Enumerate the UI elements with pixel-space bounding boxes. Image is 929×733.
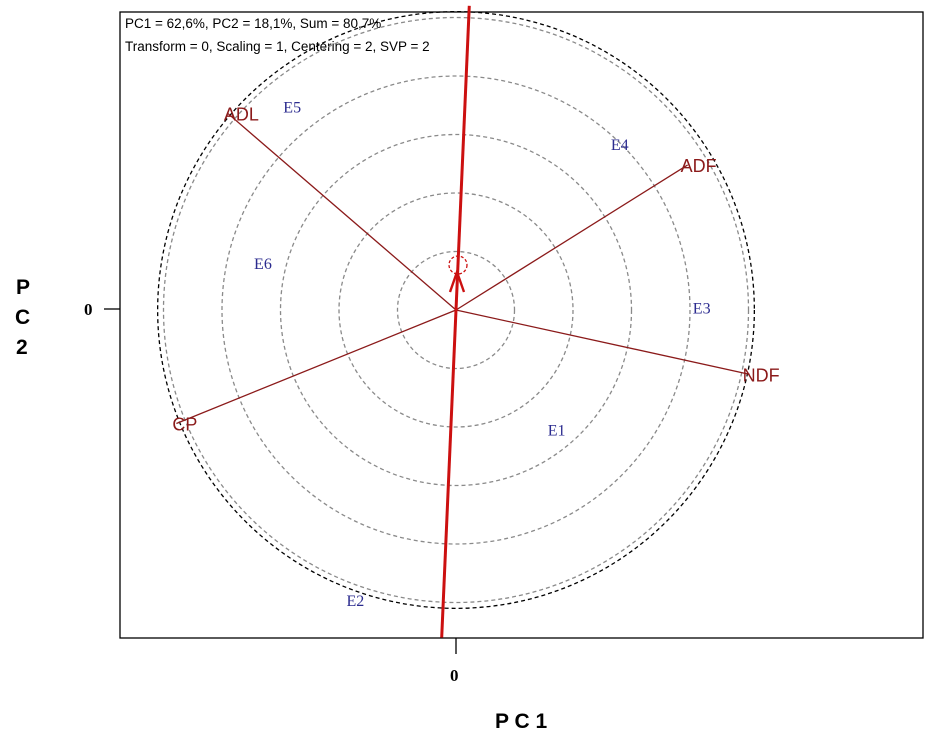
average-axis-arrowhead: [448, 268, 466, 293]
environment-points: E5 E4 E6 E3 E1 E2: [254, 99, 711, 610]
info-line-1: PC1 = 62,6%, PC2 = 18,1%, Sum = 80,7%: [125, 16, 381, 31]
outer-circle: [156, 10, 756, 610]
ring-1: [396, 250, 516, 370]
y-axis-title-letter-c: C: [15, 306, 30, 329]
vector-cp: [176, 309, 457, 425]
y-axis-title-letter-p: P: [16, 276, 30, 299]
vector-ndf: [455, 309, 750, 375]
vector-label-adl: ADL: [224, 104, 259, 124]
point-e1: E1: [548, 422, 566, 439]
y-zero-tick-label: 0: [84, 300, 93, 319]
point-e2: E2: [346, 593, 364, 610]
ring-5: [162, 16, 750, 604]
average-environment-marker: [448, 255, 468, 275]
x-axis-title: P C 1: [495, 710, 547, 733]
ring-2: [338, 192, 574, 428]
info-line-2: Transform = 0, Scaling = 1, Centering = …: [125, 39, 430, 54]
trait-vectors: ADL ADF NDF CP: [172, 104, 779, 434]
point-e4: E4: [611, 137, 629, 154]
y-axis-title-letter-2: 2: [16, 336, 28, 359]
vector-label-ndf: NDF: [743, 365, 780, 385]
concentric-rings: [156, 10, 756, 610]
x-zero-tick-label: 0: [450, 666, 459, 685]
ring-3: [279, 133, 633, 487]
plot-frame: [119, 11, 924, 639]
vector-label-adf: ADF: [681, 156, 717, 176]
vector-label-cp: CP: [172, 414, 197, 434]
vector-adf: [455, 164, 689, 311]
ring-4: [221, 75, 691, 545]
average-axis: [440, 5, 471, 638]
average-axis-line: [440, 5, 471, 638]
point-e3: E3: [693, 301, 711, 318]
point-e5: E5: [283, 99, 301, 116]
vector-adl: [227, 112, 457, 311]
point-e6: E6: [254, 256, 272, 273]
